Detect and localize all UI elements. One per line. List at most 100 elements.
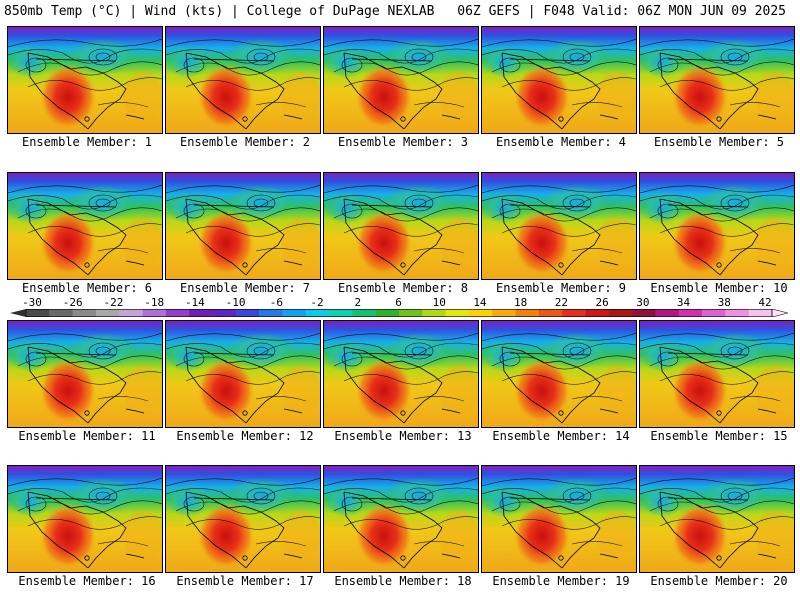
ensemble-member-panel: Ensemble Member: 12	[165, 320, 321, 443]
ensemble-map	[481, 26, 637, 134]
colorbar-segment	[352, 309, 376, 317]
ensemble-member-panel: Ensemble Member: 15	[639, 320, 795, 443]
ensemble-member-label: Ensemble Member: 1	[21, 135, 153, 149]
ensemble-member-panel: Ensemble Member: 19	[481, 465, 637, 588]
colorbar-tick-label: 10	[432, 296, 446, 309]
colorbar-segment	[142, 309, 167, 317]
ensemble-map	[323, 26, 479, 134]
colorbar-segment	[422, 309, 446, 317]
colorbar-segment	[95, 309, 120, 317]
ensemble-map	[7, 26, 163, 134]
ensemble-map	[165, 320, 321, 428]
ensemble-map	[639, 465, 795, 573]
ensemble-member-panel: Ensemble Member: 14	[481, 320, 637, 443]
colorbar-segment	[189, 309, 213, 317]
colorbar-tick-label: 42	[758, 296, 772, 309]
ensemble-map	[323, 465, 479, 573]
colorbar-segment	[445, 309, 470, 317]
ensemble-member-panel: Ensemble Member: 4	[481, 26, 637, 149]
colorbar-segment	[235, 309, 260, 317]
colorbar-segment	[608, 309, 633, 317]
colorbar-segment	[562, 309, 586, 317]
colorbar-segment	[26, 309, 50, 317]
ensemble-map	[323, 320, 479, 428]
colorbar-tick-label: -6	[269, 296, 283, 309]
ensemble-map	[481, 320, 637, 428]
colorbar-tick-label: 30	[636, 296, 650, 309]
colorbar-tick-label: 26	[595, 296, 609, 309]
colorbar-segment	[585, 309, 610, 317]
colorbar-low-arrow	[10, 309, 26, 317]
ensemble-member-label: Ensemble Member: 10	[650, 281, 788, 295]
colorbar-segment	[515, 309, 540, 317]
ensemble-member-label: Ensemble Member: 14	[492, 429, 630, 443]
ensemble-map	[639, 26, 795, 134]
ensemble-member-label: Ensemble Member: 8	[337, 281, 469, 295]
ensemble-member-label: Ensemble Member: 16	[18, 574, 156, 588]
colorbar-tick-label: 22	[554, 296, 568, 309]
colorbar-high-arrow	[771, 309, 788, 317]
ensemble-map	[165, 172, 321, 280]
ensemble-member-panel: Ensemble Member: 1	[7, 26, 163, 149]
colorbar-segment	[655, 309, 680, 317]
ensemble-map	[323, 172, 479, 280]
ensemble-member-label: Ensemble Member: 6	[21, 281, 153, 295]
ensemble-member-label: Ensemble Member: 9	[495, 281, 627, 295]
ensemble-member-label: Ensemble Member: 15	[650, 429, 788, 443]
ensemble-map	[7, 320, 163, 428]
colorbar-segment	[492, 309, 516, 317]
colorbar-tick-label: 38	[717, 296, 731, 309]
ensemble-map	[639, 320, 795, 428]
colorbar-segment	[538, 309, 563, 317]
colorbar-tick-labels: -30 -26 -22 -18 -14 -10 -6 -2 2 6 10 14 18 22 26 30 34 38…	[0, 296, 800, 309]
colorbar-segment	[119, 309, 143, 317]
colorbar-segment	[305, 309, 330, 317]
colorbar-segment	[329, 309, 353, 317]
colorbar-tick-label: -22	[103, 296, 124, 309]
colorbar-tick-label: -14	[184, 296, 205, 309]
colorbar-segment	[702, 309, 726, 317]
run-valid-time: 06Z GEFS | F048 Valid: 06Z MON JUN 09 20…	[457, 4, 786, 19]
colorbar-segment	[282, 309, 307, 317]
ensemble-map	[165, 26, 321, 134]
temperature-colorbar	[10, 309, 788, 317]
ensemble-member-label: Ensemble Member: 4	[495, 135, 627, 149]
colorbar-tick-label: 2	[354, 296, 362, 309]
ensemble-map	[481, 465, 637, 573]
ensemble-member-panel: Ensemble Member: 9	[481, 172, 637, 295]
ensemble-member-panel: Ensemble Member: 13	[323, 320, 479, 443]
colorbar-tick-label: -2	[310, 296, 324, 309]
colorbar-segment	[748, 309, 773, 317]
ensemble-member-panel: Ensemble Member: 17	[165, 465, 321, 588]
colorbar-outline	[25, 309, 773, 317]
ensemble-member-label: Ensemble Member: 17	[176, 574, 314, 588]
ensemble-member-panel: Ensemble Member: 6	[7, 172, 163, 295]
colorbar-segment	[259, 309, 283, 317]
ensemble-member-panel: Ensemble Member: 5	[639, 26, 795, 149]
colorbar-segment	[72, 309, 97, 317]
map-title: 850mb Temp (°C) | Wind (kts) | College o…	[4, 4, 435, 19]
ensemble-member-label: Ensemble Member: 5	[653, 135, 785, 149]
colorbar-segment	[212, 309, 237, 317]
colorbar-segment	[725, 309, 749, 317]
colorbar-segment	[399, 309, 423, 317]
colorbar-tick-label: -26	[62, 296, 83, 309]
colorbar-tick-label: 14	[473, 296, 487, 309]
ensemble-member-panel: Ensemble Member: 3	[323, 26, 479, 149]
ensemble-member-label: Ensemble Member: 7	[179, 281, 311, 295]
ensemble-member-label: Ensemble Member: 12	[176, 429, 314, 443]
ensemble-member-panel: Ensemble Member: 11	[7, 320, 163, 443]
colorbar-tick-label: -30	[22, 296, 42, 309]
ensemble-map	[165, 465, 321, 573]
ensemble-member-label: Ensemble Member: 18	[334, 574, 472, 588]
ensemble-member-label: Ensemble Member: 2	[179, 135, 311, 149]
ensemble-member-panel: Ensemble Member: 18	[323, 465, 479, 588]
ensemble-member-label: Ensemble Member: 11	[18, 429, 156, 443]
ensemble-member-panel: Ensemble Member: 8	[323, 172, 479, 295]
ensemble-member-label: Ensemble Member: 3	[337, 135, 469, 149]
ensemble-member-label: Ensemble Member: 19	[492, 574, 630, 588]
ensemble-member-panel: Ensemble Member: 7	[165, 172, 321, 295]
ensemble-map	[639, 172, 795, 280]
ensemble-member-panel: Ensemble Member: 16	[7, 465, 163, 588]
ensemble-member-panel: Ensemble Member: 2	[165, 26, 321, 149]
